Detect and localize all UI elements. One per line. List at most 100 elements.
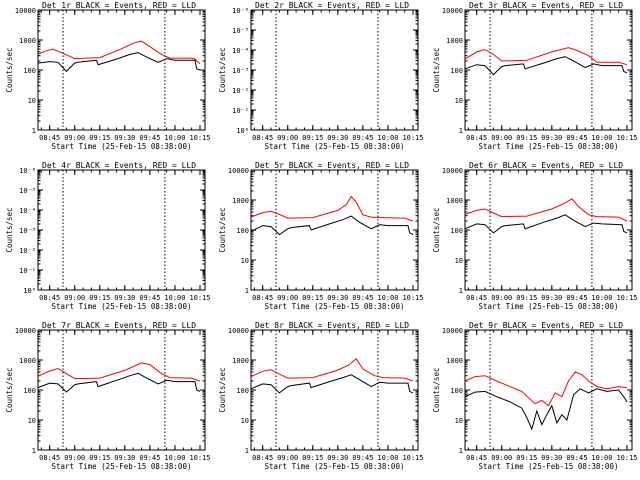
events-series-line [37, 52, 201, 73]
x-tick-label: 10:15 [616, 454, 637, 462]
x-axis-label: Start Time (25-Feb-15 08:38:00) [52, 462, 192, 471]
x-tick-label: 09:00 [64, 454, 85, 462]
y-tick-label: 10 [455, 97, 463, 105]
y-tick-label: 1 [245, 287, 249, 295]
y-axis-label: Counts/sec [432, 47, 441, 92]
x-tick-label: 09:00 [64, 134, 85, 142]
y-tick-label: 10000 [228, 327, 249, 335]
x-tick-label: 09:30 [541, 454, 562, 462]
x-tick-label: 10:15 [402, 294, 423, 302]
x-axis-label: Start Time (25-Feb-15 08:38:00) [479, 302, 619, 311]
x-tick-label: 09:45 [352, 134, 373, 142]
x-tick-label: 10:00 [591, 454, 612, 462]
chart-title: Det 1r BLACK = Events, RED = LLD [42, 1, 196, 10]
y-tick-label: 10⁻⁵ [19, 187, 36, 195]
y-tick-label: 10⁻⁴ [19, 207, 36, 215]
y-tick-label: 10000 [15, 327, 36, 335]
y-axis-label: Counts/sec [5, 207, 14, 252]
y-tick-label: 10⁻⁶ [232, 7, 249, 15]
y-tick-label: 100 [23, 387, 36, 395]
x-tick-label: 09:15 [89, 134, 110, 142]
x-tick-label: 09:45 [139, 294, 160, 302]
x-tick-label: 09:15 [516, 294, 537, 302]
x-axis-label: Start Time (25-Feb-15 08:38:00) [265, 142, 405, 151]
y-tick-label: 10 [28, 417, 36, 425]
y-tick-label: 1000 [19, 357, 36, 365]
lld-series-line [37, 362, 201, 382]
y-axis-label: Counts/sec [218, 207, 227, 252]
x-axis-label: Start Time (25-Feb-15 08:38:00) [479, 142, 619, 151]
x-tick-label: 09:45 [352, 454, 373, 462]
x-axis-label: Start Time (25-Feb-15 08:38:00) [265, 302, 405, 311]
x-tick-label: 09:15 [89, 454, 110, 462]
y-tick-label: 100 [450, 227, 463, 235]
y-tick-label: 10⁻¹ [19, 267, 36, 275]
y-tick-label: 10⁻² [232, 87, 249, 95]
x-tick-label: 09:45 [566, 294, 587, 302]
x-axis-label: Start Time (25-Feb-15 08:38:00) [52, 302, 192, 311]
y-tick-label: 10⁻⁶ [19, 167, 36, 175]
y-axis-label: Counts/sec [432, 207, 441, 252]
y-tick-label: 10 [241, 417, 249, 425]
x-tick-label: 09:00 [277, 294, 298, 302]
events-series-line [464, 388, 628, 431]
lld-series-line [464, 198, 628, 222]
lld-series-line [464, 47, 628, 66]
x-tick-label: 08:45 [252, 454, 273, 462]
y-tick-label: 10⁰ [236, 127, 249, 135]
x-tick-label: 09:30 [327, 294, 348, 302]
y-axis-label: Counts/sec [5, 47, 14, 92]
x-tick-label: 08:45 [252, 134, 273, 142]
x-tick-label: 10:00 [377, 454, 398, 462]
events-series-line [250, 215, 414, 236]
x-tick-label: 09:00 [491, 294, 512, 302]
y-tick-label: 1000 [232, 197, 249, 205]
lld-series-line [37, 40, 201, 65]
x-tick-label: 10:00 [377, 294, 398, 302]
x-axis-label: Start Time (25-Feb-15 08:38:00) [479, 462, 619, 471]
x-tick-label: 08:45 [466, 294, 487, 302]
x-tick-label: 10:00 [591, 134, 612, 142]
x-tick-label: 09:45 [139, 134, 160, 142]
x-tick-label: 09:45 [566, 134, 587, 142]
x-tick-label: 09:30 [114, 454, 135, 462]
y-tick-label: 1000 [446, 197, 463, 205]
y-tick-label: 1 [32, 127, 36, 135]
chart-title: Det 8r BLACK = Events, RED = LLD [255, 321, 409, 330]
chart-title: Det 2r BLACK = Events, RED = LLD [255, 1, 409, 10]
detector-chart-3: Det 3r BLACK = Events, RED = LLD 1 10 100 10… [432, 1, 638, 151]
x-tick-label: 10:15 [189, 294, 210, 302]
x-tick-label: 09:30 [114, 134, 135, 142]
x-tick-label: 09:30 [541, 134, 562, 142]
x-tick-label: 09:00 [491, 454, 512, 462]
y-tick-label: 10000 [15, 7, 36, 15]
y-tick-label: 1000 [446, 37, 463, 45]
y-tick-label: 10000 [228, 167, 249, 175]
x-tick-label: 10:00 [164, 134, 185, 142]
events-series-line [464, 56, 628, 76]
y-tick-label: 10⁻¹ [232, 107, 249, 115]
detector-chart-4: Det 4r BLACK = Events, RED = LLD 10⁰ 10⁻¹ 1… [5, 161, 211, 311]
chart-title: Det 6r BLACK = Events, RED = LLD [469, 161, 623, 170]
x-tick-label: 08:45 [39, 454, 60, 462]
y-axis-label: Counts/sec [432, 367, 441, 412]
chart-title: Det 9r BLACK = Events, RED = LLD [469, 321, 623, 330]
y-tick-label: 100 [236, 227, 249, 235]
x-tick-label: 08:45 [466, 454, 487, 462]
y-tick-label: 100 [236, 387, 249, 395]
y-tick-label: 10 [455, 417, 463, 425]
x-tick-label: 09:15 [516, 134, 537, 142]
x-tick-label: 09:00 [64, 294, 85, 302]
detector-chart-2: Det 2r BLACK = Events, RED = LLD 10⁰ 10⁻¹ 1… [218, 1, 424, 151]
detector-chart-5: Det 5r BLACK = Events, RED = LLD 1 10 100 10… [218, 161, 424, 311]
detector-chart-8: Det 8r BLACK = Events, RED = LLD 1 10 100 10… [218, 321, 424, 471]
x-tick-label: 10:15 [402, 134, 423, 142]
x-tick-label: 10:15 [189, 454, 210, 462]
y-tick-label: 10⁻⁴ [232, 47, 249, 55]
y-tick-label: 1 [32, 447, 36, 455]
x-tick-label: 09:00 [491, 134, 512, 142]
x-tick-label: 10:00 [591, 294, 612, 302]
y-tick-label: 100 [450, 387, 463, 395]
y-tick-label: 10000 [442, 327, 463, 335]
